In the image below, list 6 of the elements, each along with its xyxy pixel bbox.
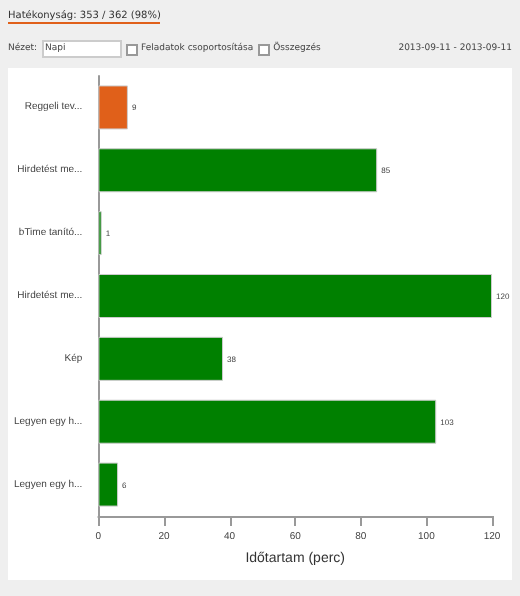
bar [98,85,128,130]
bar [98,274,492,318]
bar [98,336,224,381]
bar [98,462,119,507]
bar [98,399,437,444]
bar [98,148,378,193]
